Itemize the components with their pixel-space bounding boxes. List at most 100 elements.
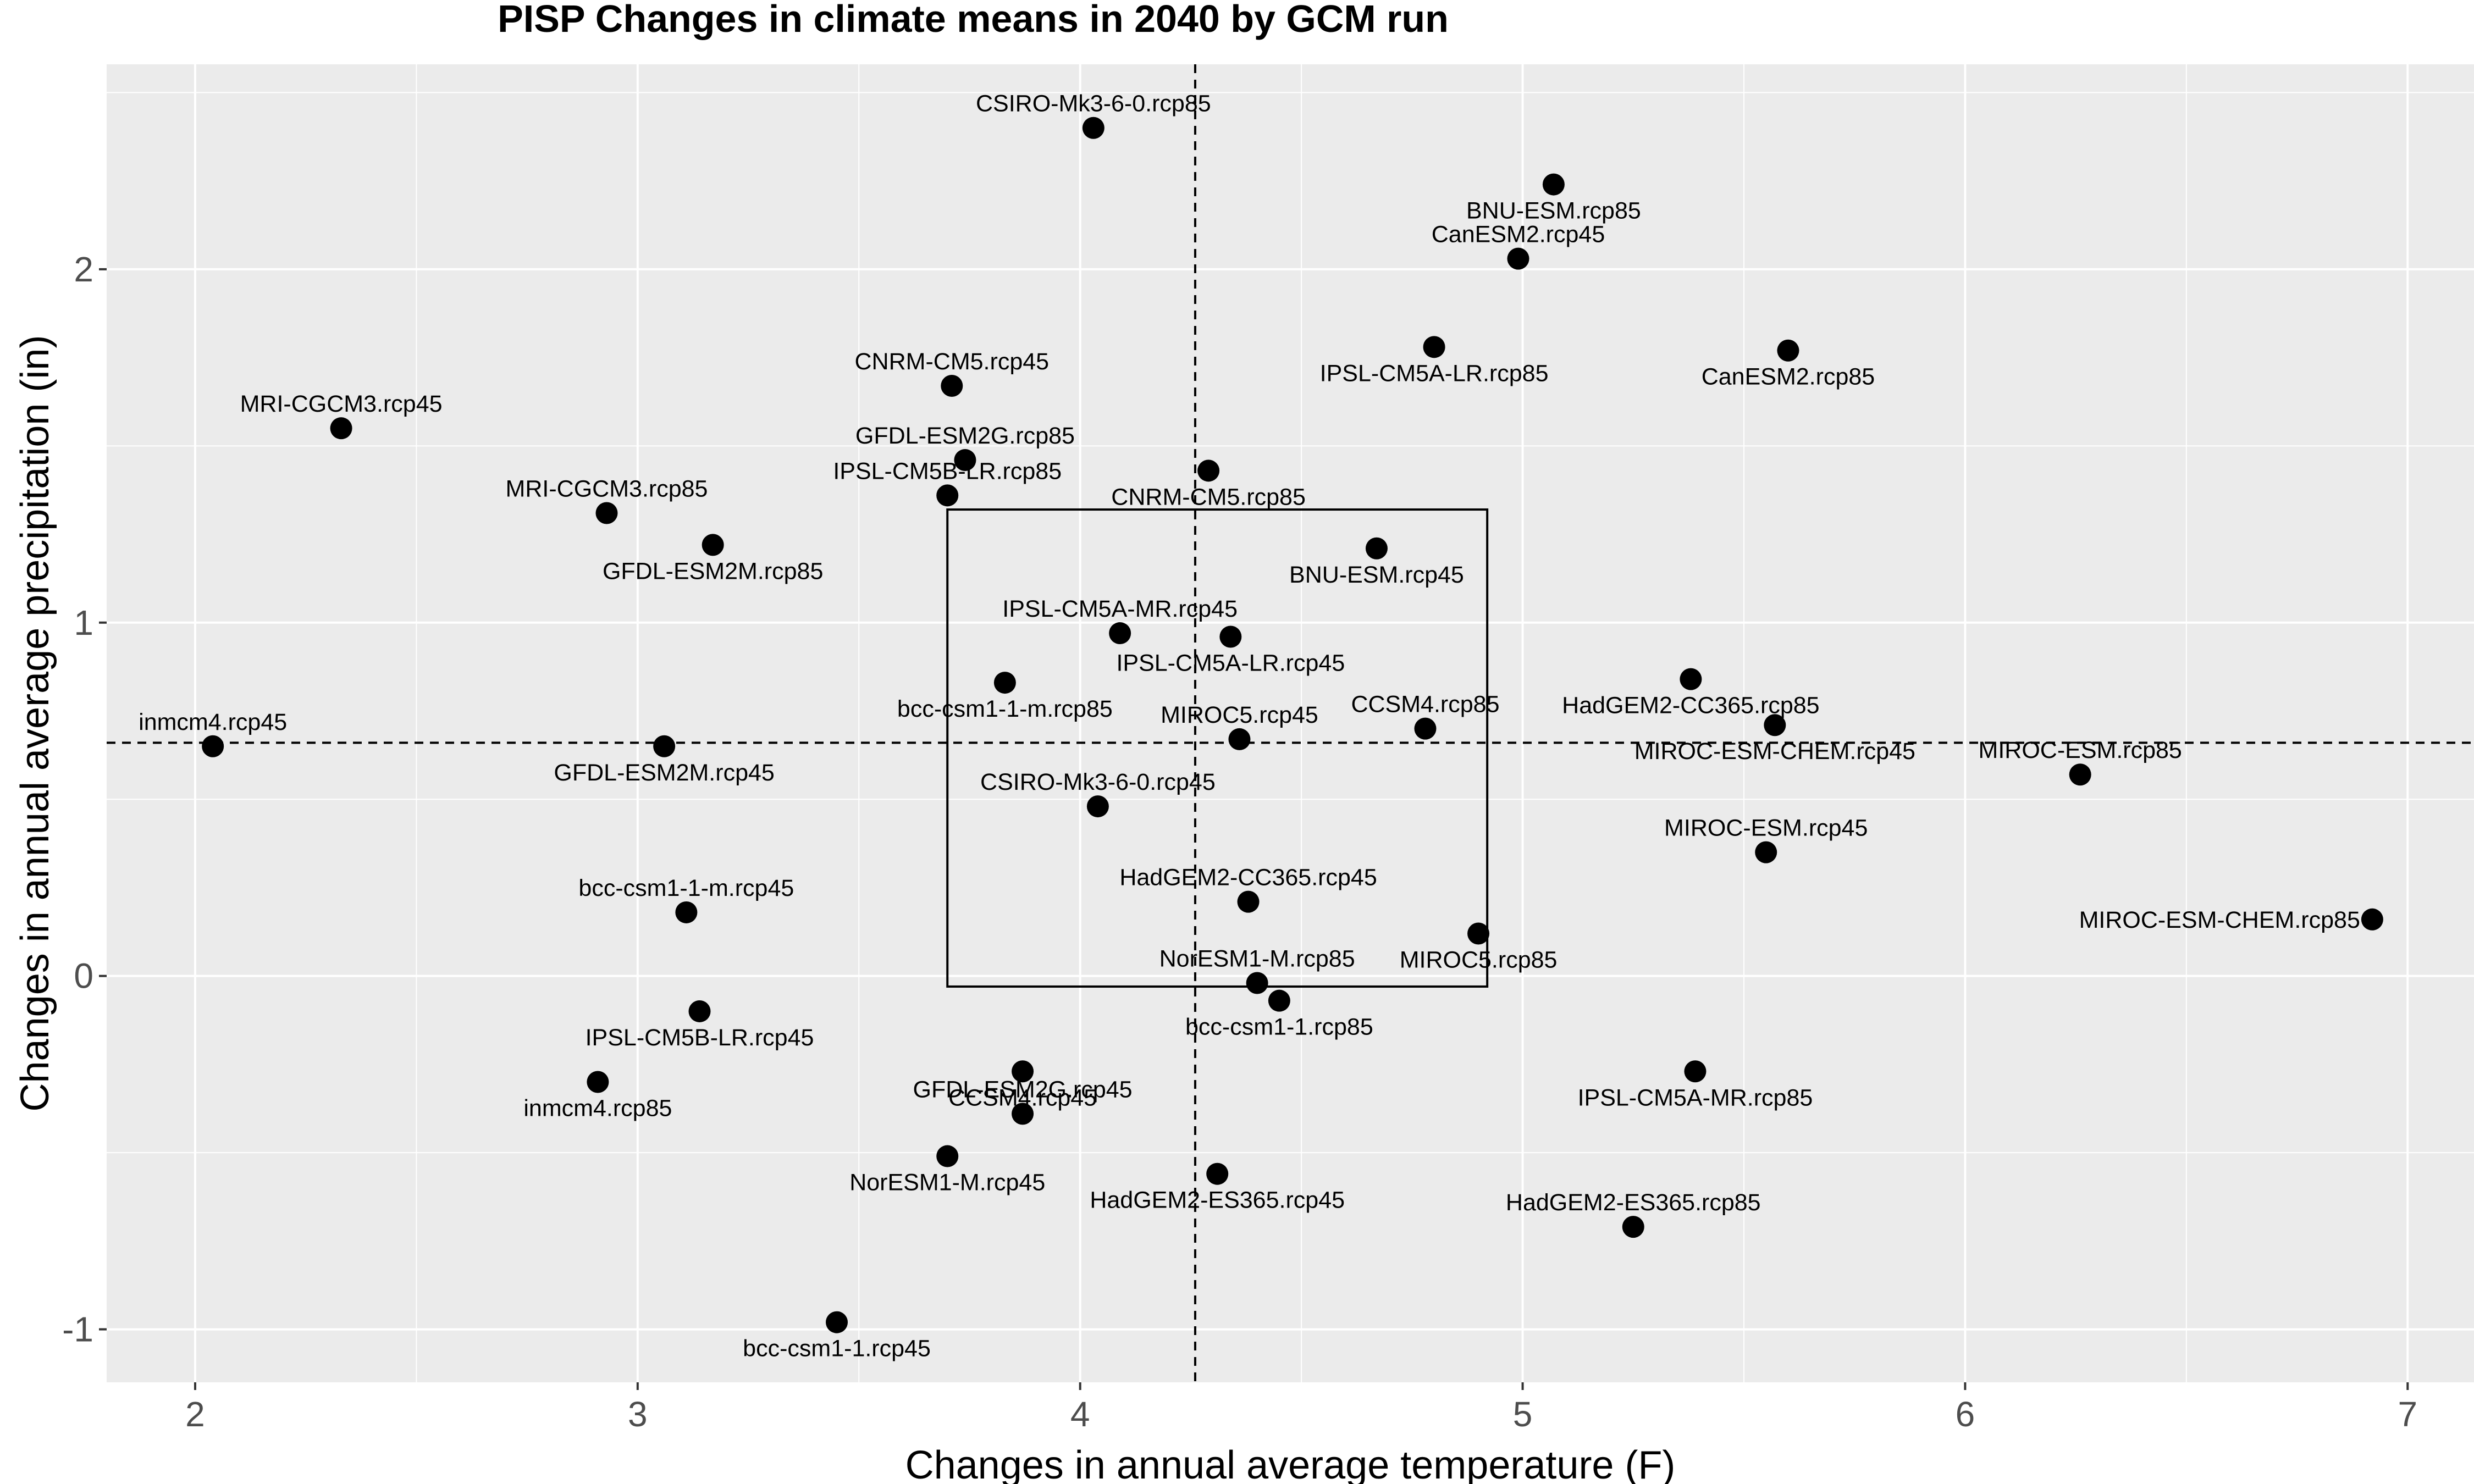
- point-label: HadGEM2-ES365.rcp45: [1090, 1187, 1345, 1214]
- data-point: [1542, 173, 1565, 196]
- point-label: inmcm4.rcp45: [139, 709, 287, 735]
- data-point: [1467, 922, 1490, 945]
- point-label: MIROC-ESM.rcp45: [1664, 815, 1868, 841]
- point-label: GFDL-ESM2G.rcp45: [913, 1076, 1133, 1103]
- point-label: BNU-ESM.rcp85: [1466, 198, 1641, 224]
- x-tick-label: 2: [185, 1394, 205, 1434]
- point-label: MIROC-ESM-CHEM.rcp85: [2079, 907, 2360, 933]
- data-point: [2361, 908, 2383, 931]
- point-label: CNRM-CM5.rcp85: [1111, 484, 1306, 510]
- data-point: [653, 735, 676, 757]
- data-point: [1755, 841, 1777, 863]
- x-tick-label: 3: [628, 1394, 648, 1434]
- reference-lines: [107, 64, 2474, 1382]
- point-label: GFDL-ESM2M.rcp45: [554, 760, 774, 786]
- point-label: CCSM4.rcp45: [948, 1084, 1097, 1111]
- point-label: CanESM2.rcp45: [1432, 222, 1605, 248]
- data-point: [202, 735, 224, 757]
- data-point: [330, 417, 352, 440]
- data-points: [202, 117, 2383, 1333]
- data-point: [1507, 247, 1529, 270]
- data-point: [1246, 972, 1268, 994]
- data-point: [1082, 117, 1105, 139]
- data-point: [1109, 622, 1131, 645]
- data-point: [993, 672, 1016, 694]
- data-point: [826, 1311, 848, 1333]
- x-tick-label: 4: [1070, 1394, 1090, 1434]
- x-tick-label: 5: [1513, 1394, 1533, 1434]
- point-label: IPSL-CM5A-MR.rcp45: [1002, 596, 1238, 622]
- major-gridlines: [107, 64, 2474, 1382]
- x-tick-label: 6: [1956, 1394, 1975, 1434]
- data-point: [1268, 989, 1290, 1012]
- point-label: bcc-csm1-1.rcp45: [743, 1336, 931, 1362]
- y-tick-label: 2: [74, 250, 93, 289]
- data-point: [2069, 763, 2091, 786]
- data-point: [1219, 625, 1242, 648]
- data-point: [1777, 339, 1799, 362]
- data-point: [1365, 537, 1388, 560]
- point-label: bcc-csm1-1-m.rcp45: [578, 875, 794, 901]
- y-tick-label: -1: [62, 1310, 93, 1349]
- y-axis-label: Changes in annual average precipitation …: [13, 335, 57, 1112]
- point-label: IPSL-CM5A-LR.rcp45: [1116, 650, 1345, 676]
- minor-gridlines: [107, 64, 2474, 1382]
- point-label: NorESM1-M.rcp45: [849, 1170, 1045, 1196]
- data-point: [1086, 795, 1109, 818]
- data-point: [675, 901, 698, 923]
- data-point: [1414, 717, 1437, 740]
- x-axis-ticks: 2 3 4 5 6 7: [185, 1382, 2417, 1434]
- point-label: CNRM-CM5.rcp45: [854, 348, 1049, 375]
- point-label: bcc-csm1-1.rcp85: [1185, 1014, 1373, 1040]
- data-point: [1684, 1060, 1707, 1083]
- point-label: IPSL-CM5B-LR.rcp85: [833, 458, 1062, 484]
- data-point: [702, 534, 724, 556]
- point-label: CanESM2.rcp85: [1702, 364, 1875, 390]
- x-axis-label: Changes in annual average temperature (F…: [905, 1443, 1676, 1484]
- point-label: GFDL-ESM2M.rcp85: [603, 558, 823, 584]
- data-point: [587, 1071, 609, 1093]
- point-labels: CSIRO-Mk3-6-0.rcp85BNU-ESM.rcp85CanESM2.…: [139, 91, 2360, 1362]
- plot-panel: [107, 64, 2474, 1382]
- point-label: CSIRO-Mk3-6-0.rcp45: [980, 769, 1216, 795]
- data-point: [954, 449, 976, 472]
- point-label: MIROC-ESM-CHEM.rcp45: [1634, 738, 1915, 765]
- data-point: [936, 484, 959, 507]
- data-point: [1228, 728, 1251, 750]
- point-label: HadGEM2-CC365.rcp85: [1562, 693, 1819, 719]
- point-label: HadGEM2-ES365.rcp85: [1506, 1189, 1761, 1216]
- point-label: IPSL-CM5B-LR.rcp45: [586, 1025, 814, 1051]
- data-point: [1197, 459, 1220, 482]
- highlight-box: [946, 508, 1489, 988]
- x-tick-label: 7: [2398, 1394, 2417, 1434]
- point-label: IPSL-CM5A-LR.rcp85: [1320, 360, 1549, 386]
- point-label: MIROC5.rcp85: [1400, 947, 1558, 973]
- point-label: inmcm4.rcp85: [523, 1095, 672, 1122]
- y-tick-label: 0: [74, 956, 93, 996]
- data-point: [1764, 714, 1786, 737]
- point-label: NorESM1-M.rcp85: [1159, 946, 1355, 972]
- point-label: MRI-CGCM3.rcp45: [240, 391, 443, 417]
- chart-title: PISP Changes in climate means in 2040 by…: [498, 0, 1449, 40]
- point-label: MRI-CGCM3.rcp85: [506, 475, 708, 502]
- data-point: [688, 1000, 711, 1022]
- data-point: [1237, 890, 1260, 913]
- point-label: CSIRO-Mk3-6-0.rcp85: [976, 91, 1211, 117]
- point-label: HadGEM2-CC365.rcp45: [1119, 865, 1377, 891]
- data-point: [1012, 1060, 1034, 1083]
- point-label: CCSM4.rcp85: [1351, 691, 1499, 718]
- point-label: MIROC5.rcp45: [1161, 702, 1318, 728]
- data-point: [1206, 1162, 1229, 1185]
- data-point: [936, 1145, 959, 1167]
- point-label: IPSL-CM5A-MR.rcp85: [1578, 1084, 1813, 1111]
- data-point: [941, 375, 963, 397]
- point-label: bcc-csm1-1-m.rcp85: [897, 696, 1113, 722]
- point-label: GFDL-ESM2G.rcp85: [855, 423, 1075, 449]
- data-point: [1622, 1216, 1644, 1238]
- point-label: BNU-ESM.rcp45: [1289, 562, 1464, 588]
- point-label: MIROC-ESM.rcp85: [1979, 737, 2182, 763]
- y-tick-label: 1: [74, 603, 93, 643]
- y-axis-ticks: -1 0 1 2: [62, 250, 107, 1349]
- data-point: [1423, 336, 1445, 358]
